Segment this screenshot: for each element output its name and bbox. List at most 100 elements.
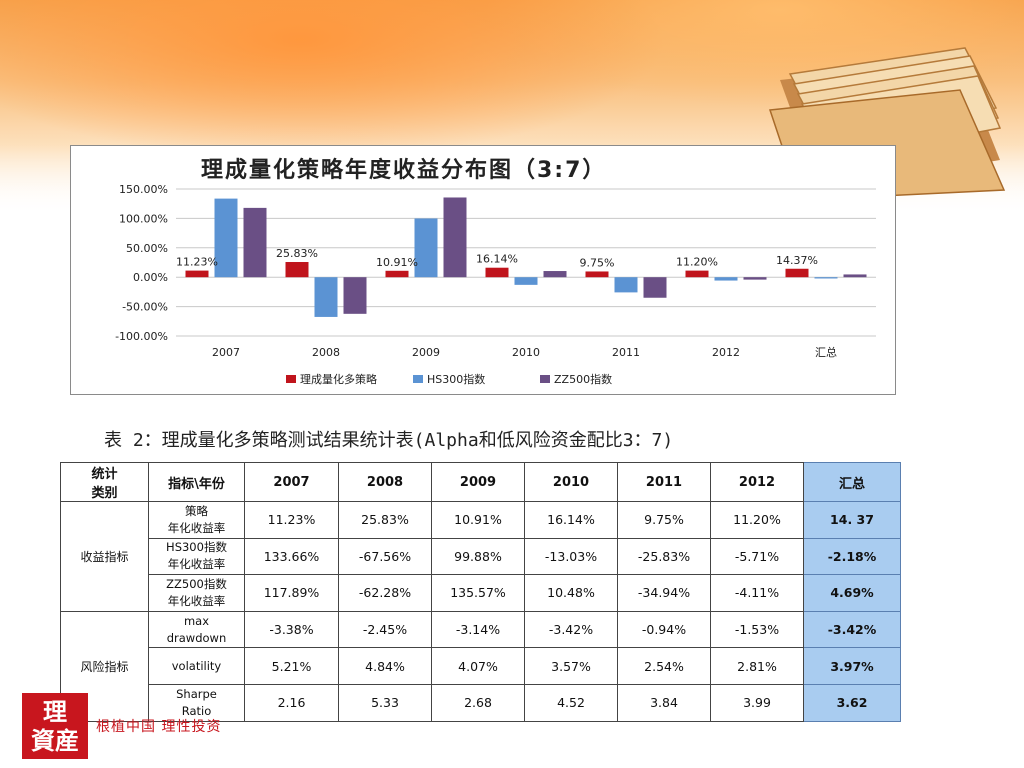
legend-label: HS300指数 (427, 372, 485, 386)
value-cell: -13.03% (524, 537, 618, 576)
value-cell: 2.16 (244, 683, 339, 722)
bar (585, 271, 609, 278)
value-cell: 3.57% (524, 647, 618, 685)
value-cell: 3.84 (617, 683, 711, 722)
x-tick-label: 汇总 (815, 345, 837, 359)
x-tick-label: 2012 (712, 346, 740, 359)
bar (843, 274, 867, 278)
statistics-table: 统计 类别 指标\年份 2007 2008 2009 2010 2011 2012… (60, 462, 901, 722)
bar (343, 277, 367, 314)
legend-swatch (540, 375, 550, 383)
bar (685, 270, 709, 278)
value-cell: 10.91% (431, 501, 525, 539)
summary-cell: -2.18% (803, 537, 901, 576)
year-header: 2009 (431, 462, 525, 502)
value-cell: 5.21% (244, 647, 339, 685)
year-header: 2010 (524, 462, 618, 502)
corner-header: 统计 类别 (60, 462, 149, 502)
value-cell: 117.89% (244, 574, 339, 612)
value-cell: 4.52 (524, 683, 618, 722)
indicator-cell: volatility (148, 647, 245, 685)
table-row: Sharpe Ratio 2.16 5.33 2.68 4.52 3.84 3.99 3.62 (61, 683, 901, 722)
legend-label: ZZ500指数 (554, 372, 612, 386)
value-cell: 11.23% (244, 501, 339, 539)
y-tick-label: -50.00% (122, 301, 168, 314)
bar (214, 198, 238, 278)
legend-swatch (286, 375, 296, 383)
chart-card: 理成量化策略年度收益分布图（3:7） 150.00% 100.00% 50.00% 0… (70, 145, 896, 395)
value-cell: 4.07% (431, 647, 525, 685)
indicator-cell: max drawdown (148, 610, 245, 649)
y-tick-label: 0.00% (133, 271, 168, 284)
y-tick-label: 100.00% (119, 212, 168, 225)
table-row: volatility 5.21% 4.84% 4.07% 3.57% 2.54% 2.81%… (61, 647, 901, 685)
value-cell: -3.38% (244, 610, 339, 649)
x-tick-label: 2007 (212, 346, 240, 359)
value-cell: 3.99 (710, 683, 804, 722)
bar (714, 277, 738, 281)
legend-swatch (413, 375, 423, 383)
value-cell: -67.56% (338, 537, 432, 576)
value-cell: -3.14% (431, 610, 525, 649)
year-header: 2011 (617, 462, 711, 502)
company-logo: 理 資産 (22, 693, 88, 759)
value-cell: 2.81% (710, 647, 804, 685)
category-cell: 风险指标 (60, 610, 149, 722)
category-cell: 收益指标 (60, 501, 149, 612)
data-label: 9.75% (580, 256, 615, 269)
value-cell: 10.48% (524, 574, 618, 612)
year-header: 2008 (338, 462, 432, 502)
summary-header: 汇总 (803, 462, 901, 502)
data-label: 16.14% (476, 253, 518, 266)
value-cell: -4.11% (710, 574, 804, 612)
year-header: 2012 (710, 462, 804, 502)
value-cell: 2.68 (431, 683, 525, 722)
indicator-cell: HS300指数 年化收益率 (148, 537, 245, 576)
bar (485, 267, 509, 278)
year-header: 2007 (244, 462, 339, 502)
company-slogan: 根植中国 理性投资 (96, 719, 222, 735)
bar (285, 262, 309, 278)
data-label: 11.23% (176, 256, 218, 269)
table-row: 风险指标 max drawdown -3.38% -2.45% -3.14% -3.42% -… (60, 610, 901, 722)
value-cell: -25.83% (617, 537, 711, 576)
bar (785, 268, 809, 278)
indicator-cell: Sharpe Ratio (148, 683, 245, 722)
value-cell: -62.28% (338, 574, 432, 612)
indicator-header: 指标\年份 (148, 462, 245, 502)
bar (243, 207, 267, 278)
bar (514, 277, 538, 285)
bar (814, 277, 838, 279)
chart-title: 理成量化策略年度收益分布图（3:7） (201, 158, 607, 183)
legend-label: 理成量化多策略 (300, 372, 377, 386)
x-tick-label: 2010 (512, 346, 540, 359)
table-row: HS300指数 年化收益率 133.66% -67.56% 99.88% -13.03% -… (61, 537, 901, 576)
indicator-cell: 策略 年化收益率 (148, 501, 245, 539)
bar (643, 277, 667, 298)
y-tick-label: -100.00% (115, 330, 168, 343)
bar (543, 271, 567, 278)
value-cell: 5.33 (338, 683, 432, 722)
x-tick-label: 2011 (612, 346, 640, 359)
value-cell: -2.45% (338, 610, 432, 649)
indicator-cell: ZZ500指数 年化收益率 (148, 574, 245, 612)
table-row: 收益指标 策略 年化收益率 11.23% 25.83% 10.91% 16.14% 9.75%… (60, 501, 901, 612)
summary-cell: 3.97% (803, 647, 901, 685)
summary-cell: 3.62 (803, 683, 901, 722)
value-cell: -34.94% (617, 574, 711, 612)
x-tick-label: 2009 (412, 346, 440, 359)
x-tick-label: 2008 (312, 346, 340, 359)
bar (414, 218, 438, 278)
data-label: 25.83% (276, 247, 318, 260)
data-label: 10.91% (376, 256, 418, 269)
summary-cell: 4.69% (803, 574, 901, 612)
bar (385, 270, 409, 278)
value-cell: 11.20% (710, 501, 804, 539)
value-cell: 25.83% (338, 501, 432, 539)
summary-cell: -3.42% (803, 610, 901, 649)
value-cell: 99.88% (431, 537, 525, 576)
y-tick-label: 50.00% (126, 242, 168, 255)
value-cell: -0.94% (617, 610, 711, 649)
y-tick-label: 150.00% (119, 183, 168, 196)
bar (185, 270, 209, 278)
